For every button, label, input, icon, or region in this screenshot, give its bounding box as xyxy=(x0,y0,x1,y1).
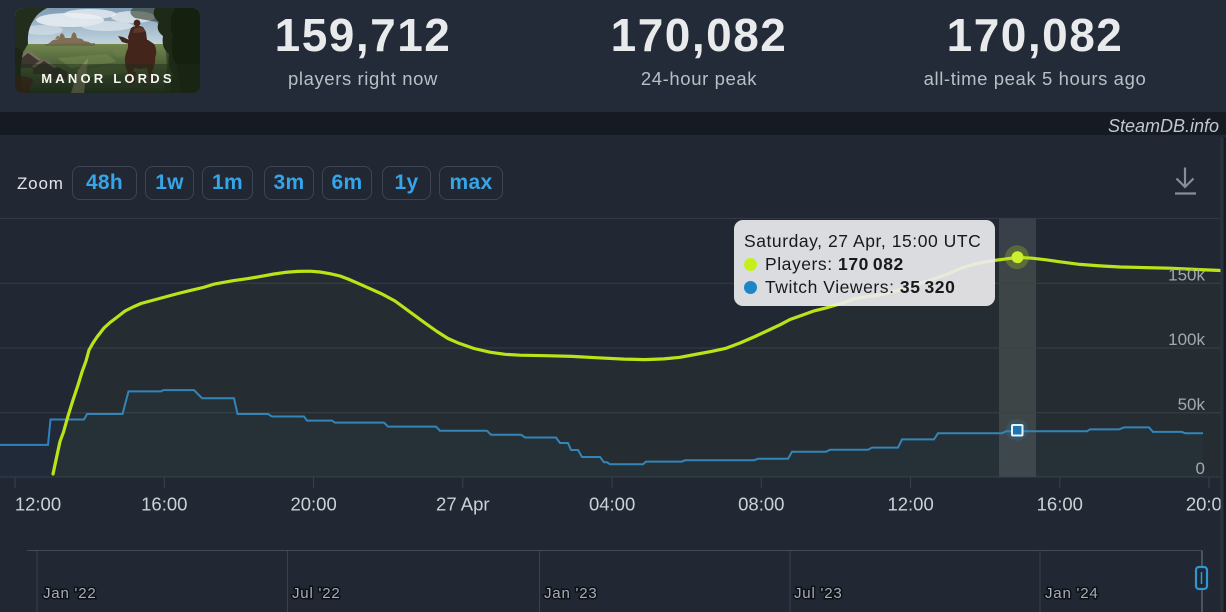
svg-text:Jan '24: Jan '24 xyxy=(1045,585,1099,602)
svg-text:MANOR LORDS: MANOR LORDS xyxy=(41,71,174,86)
svg-text:Jul '22: Jul '22 xyxy=(292,585,341,602)
svg-text:0: 0 xyxy=(1196,459,1205,478)
svg-text:Jan '22: Jan '22 xyxy=(43,585,97,602)
svg-text:Jul '23: Jul '23 xyxy=(794,585,843,602)
svg-text:12:00: 12:00 xyxy=(15,494,61,515)
svg-text:08:00: 08:00 xyxy=(738,494,784,515)
svg-text:Jan '23: Jan '23 xyxy=(544,585,598,602)
svg-text:50k: 50k xyxy=(1178,395,1206,414)
svg-text:150k: 150k xyxy=(1168,266,1205,285)
svg-text:04:00: 04:00 xyxy=(589,494,635,515)
svg-text:12:00: 12:00 xyxy=(887,494,933,515)
svg-text:27 Apr: 27 Apr xyxy=(436,494,490,515)
svg-text:20:00: 20:00 xyxy=(1186,494,1226,515)
svg-text:20:00: 20:00 xyxy=(290,494,336,515)
svg-text:16:00: 16:00 xyxy=(141,494,187,515)
svg-text:16:00: 16:00 xyxy=(1037,494,1083,515)
svg-text:100k: 100k xyxy=(1168,330,1205,349)
